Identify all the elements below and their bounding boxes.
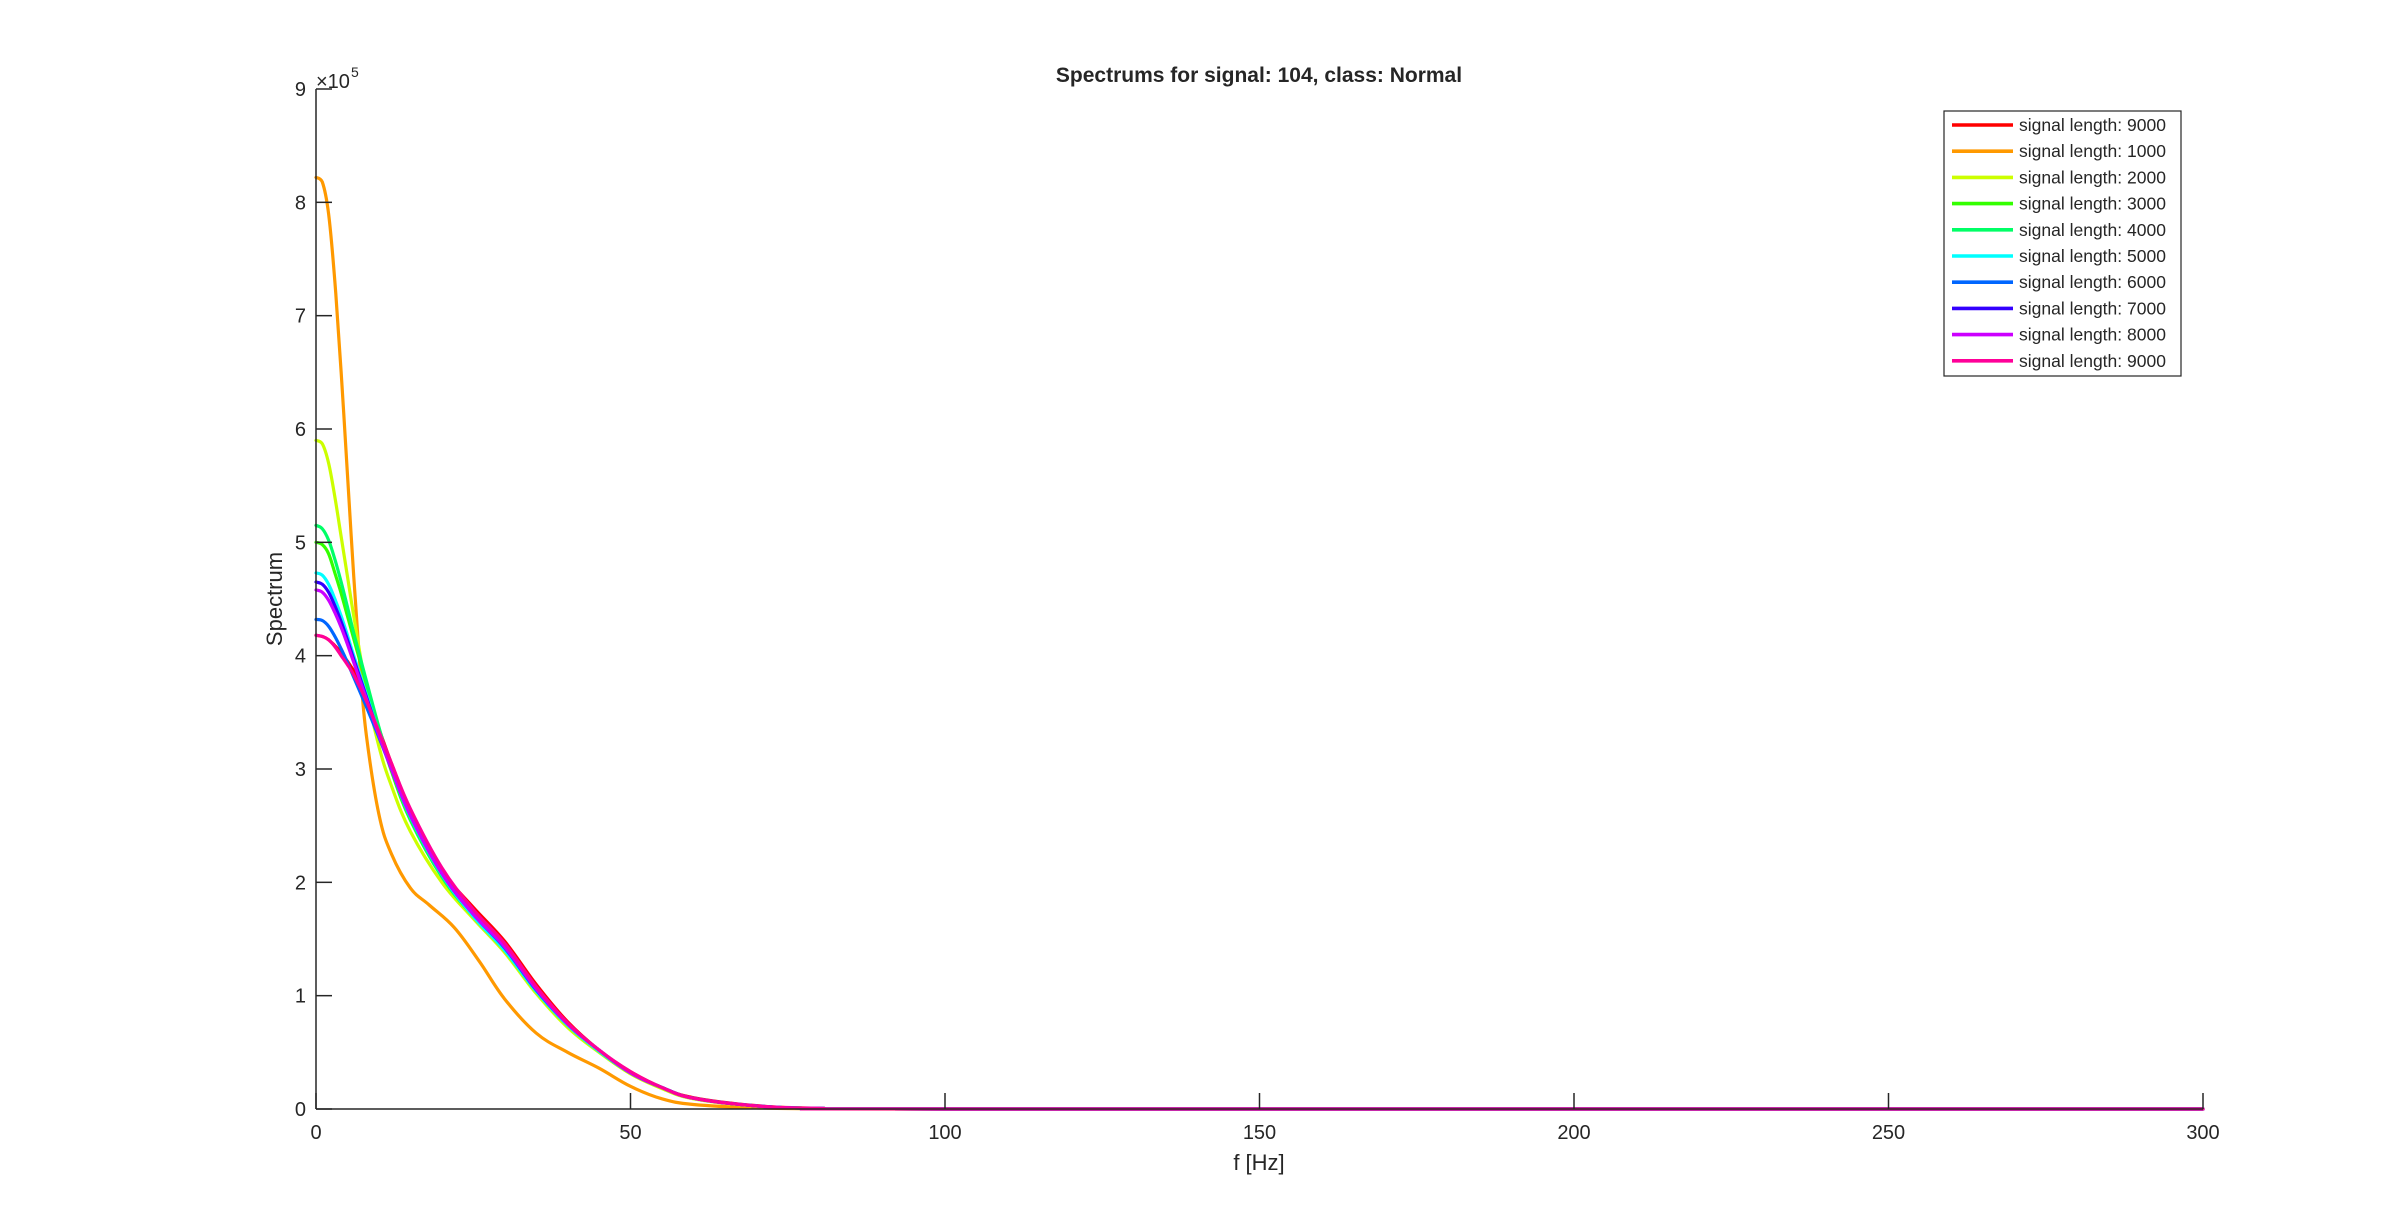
legend-label-8: signal length: 7000 (2019, 298, 2166, 318)
legend-label-9: signal length: 8000 (2019, 325, 2166, 345)
legend-label-5: signal length: 4000 (2019, 220, 2166, 240)
y-tick-label: 3 (295, 759, 306, 781)
y-tick-label: 1 (295, 986, 306, 1008)
y-tick-label: 6 (295, 419, 306, 441)
legend-label-3: signal length: 2000 (2019, 167, 2166, 187)
legend: signal length: 9000 signal length: 1000 si… (1943, 110, 2182, 377)
x-tick-label: 100 (928, 1122, 961, 1144)
x-tick-label: 0 (310, 1122, 321, 1144)
legend-box (1943, 110, 2182, 377)
x-tick-label: 250 (1872, 1122, 1905, 1144)
legend-label-1: signal length: 9000 (2019, 115, 2166, 135)
x-tick-label: 150 (1243, 1122, 1276, 1144)
legend-label-6: signal length: 5000 (2019, 246, 2166, 266)
plot-area: 0 50 100 150 200 250 300 0 1 2 3 4 5 6 7 8 9 (295, 79, 2220, 1144)
legend-label-7: signal length: 6000 (2019, 272, 2166, 292)
y-tick-label: 9 (295, 79, 306, 101)
y-tick-label: 0 (295, 1099, 306, 1121)
chart-title: Spectrums for signal: 104, class: Normal (1056, 64, 1462, 87)
x-axis-ticks: 0 50 100 150 200 250 300 (310, 1093, 2220, 1144)
legend-items: signal length: 9000 signal length: 1000 si… (1952, 115, 2166, 371)
y-tick-label: 5 (295, 532, 306, 554)
x-tick-label: 200 (1557, 1122, 1590, 1144)
y-tick-label: 4 (295, 646, 306, 668)
y-tick-label: 7 (295, 306, 306, 328)
y-tick-label: 8 (295, 192, 306, 214)
legend-label-10: signal length: 9000 (2019, 351, 2166, 371)
y-axis-exponent: ×10 5 (316, 64, 359, 93)
y-axis-label: Spectrum (262, 552, 287, 646)
y-exponent-base: ×10 (316, 71, 350, 93)
y-axis-ticks: 0 1 2 3 4 5 6 7 8 9 (295, 79, 332, 1121)
legend-label-2: signal length: 1000 (2019, 141, 2166, 161)
y-tick-label: 2 (295, 872, 306, 894)
x-axis-label: f [Hz] (1233, 1150, 1284, 1175)
x-tick-label: 50 (619, 1122, 641, 1144)
legend-label-4: signal length: 3000 (2019, 194, 2166, 214)
x-tick-label: 300 (2186, 1122, 2219, 1144)
y-exponent-power: 5 (351, 64, 359, 80)
